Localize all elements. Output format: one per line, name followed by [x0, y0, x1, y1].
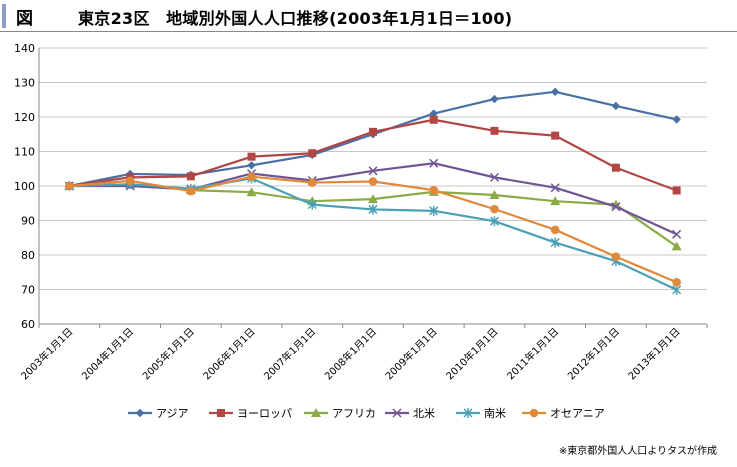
data-point — [429, 185, 439, 195]
data-point — [429, 109, 438, 118]
data-point — [429, 205, 439, 216]
legend-marker — [529, 408, 539, 418]
y-tick-label: 80 — [21, 249, 35, 262]
legend-label: 北米 — [413, 407, 435, 420]
x-tick-label: 2006年1月1日 — [200, 325, 257, 382]
chart-header: 図 東京23区 地域別外国人人口推移(2003年1月1日＝100) — [0, 0, 737, 32]
data-point — [489, 216, 499, 227]
x-tick-label: 2012年1月1日 — [565, 325, 622, 382]
legend-marker — [311, 408, 321, 417]
data-point — [489, 172, 499, 182]
x-tick-label: 2003年1月1日 — [18, 325, 75, 382]
data-point — [550, 196, 561, 206]
legend-marker — [463, 408, 473, 418]
y-tick-label: 110 — [14, 146, 35, 159]
x-tick-label: 2010年1月1日 — [443, 325, 500, 382]
series-line-6 — [69, 175, 678, 284]
data-point — [186, 172, 195, 181]
header-accent-bar — [2, 4, 6, 28]
data-point — [550, 183, 560, 193]
data-point — [489, 189, 500, 199]
data-point — [368, 166, 378, 176]
legend-marker — [135, 408, 145, 418]
source-note: ※東京都外国人人口よりタスが作成 — [558, 446, 717, 457]
y-tick-label: 120 — [14, 111, 35, 124]
data-point — [247, 152, 256, 161]
data-point — [125, 176, 135, 186]
legend-marker — [392, 408, 402, 418]
data-point — [369, 127, 377, 136]
x-tick-label: 2008年1月1日 — [322, 325, 379, 382]
data-point — [307, 199, 317, 210]
x-tick-label: 2009年1月1日 — [382, 325, 439, 382]
data-point — [611, 101, 621, 111]
data-point — [247, 161, 256, 170]
data-point — [490, 94, 499, 104]
data-point — [490, 126, 499, 135]
y-tick-label: 140 — [14, 42, 35, 55]
x-tick-label: 2011年1月1日 — [504, 325, 561, 382]
x-tick-label: 2013年1月1日 — [625, 325, 682, 382]
data-point — [550, 87, 560, 97]
data-point — [186, 186, 196, 196]
y-tick-label: 100 — [14, 180, 35, 193]
data-point — [611, 252, 621, 262]
data-point — [368, 194, 378, 204]
header-divider — [0, 31, 737, 32]
data-point — [672, 229, 682, 239]
y-tick-label: 70 — [21, 284, 35, 297]
legend-label: 南米 — [484, 407, 506, 420]
chart-title: 東京23区 地域別外国人人口推移(2003年1月1日＝100) — [78, 9, 513, 28]
data-point — [672, 115, 681, 124]
data-point — [490, 204, 499, 214]
y-tick-label: 60 — [21, 318, 35, 331]
data-point — [550, 237, 560, 248]
data-point — [429, 115, 438, 124]
data-point — [672, 186, 681, 195]
data-point — [551, 131, 560, 140]
data-point — [246, 187, 257, 197]
data-point — [247, 172, 256, 181]
x-tick-label: 2007年1月1日 — [261, 325, 318, 382]
data-point — [308, 149, 317, 158]
y-tick-label: 90 — [21, 215, 35, 228]
legend-label: ヨーロッパ — [237, 407, 292, 420]
x-tick-label: 2005年1月1日 — [140, 325, 197, 382]
data-point — [611, 202, 621, 212]
legend-marker — [217, 409, 225, 417]
data-point — [671, 241, 682, 251]
data-point — [307, 178, 317, 187]
x-tick-label: 2004年1月1日 — [79, 325, 136, 382]
data-point — [368, 204, 378, 215]
data-point — [672, 277, 681, 287]
y-tick-label: 130 — [14, 77, 35, 90]
data-point — [368, 177, 378, 186]
data-point — [429, 158, 439, 168]
data-point — [65, 181, 74, 191]
series-line-3 — [69, 183, 678, 248]
legend-label: アジア — [156, 407, 189, 420]
legend-label: アフリカ — [332, 407, 376, 420]
data-point — [550, 225, 560, 235]
data-point — [611, 163, 620, 172]
legend-label: オセアニア — [550, 407, 605, 420]
figure-label: 図 — [16, 9, 33, 29]
